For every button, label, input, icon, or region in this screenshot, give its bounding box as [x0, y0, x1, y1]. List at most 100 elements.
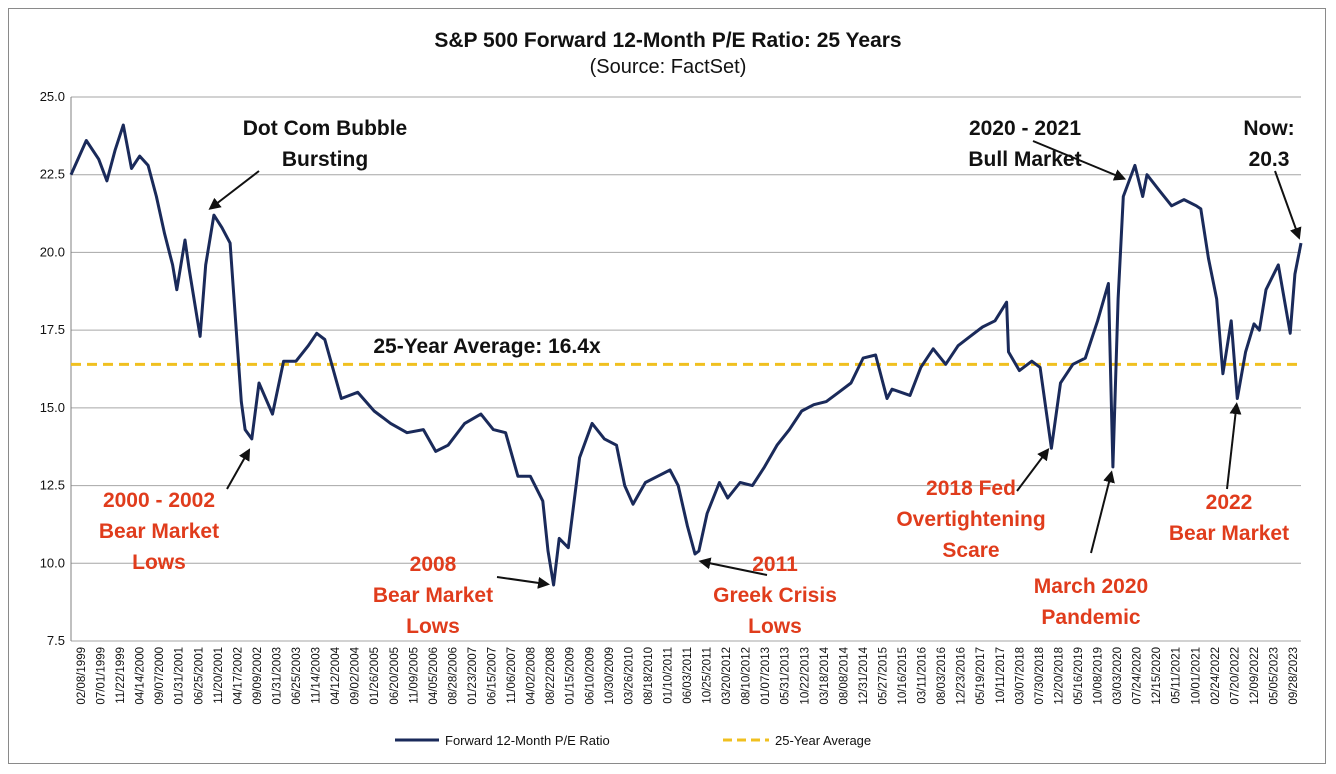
- y-tick-label: 25.0: [40, 89, 65, 104]
- x-tick-label: 03/26/2010: [623, 647, 635, 705]
- x-tick-label: 09/07/2000: [154, 647, 166, 705]
- chart-subtitle: (Source: FactSet): [590, 56, 747, 78]
- x-tick-label: 08/22/2008: [545, 647, 557, 705]
- x-tick-label: 06/25/2001: [193, 647, 205, 705]
- x-tick-label: 01/31/2003: [271, 647, 283, 705]
- x-tick-label: 05/27/2015: [877, 647, 889, 705]
- annotation-text: Now: 20.3: [1243, 117, 1294, 171]
- x-tick-label: 10/25/2011: [702, 647, 714, 704]
- x-tick-label: 12/23/2016: [956, 647, 968, 705]
- x-tick-label: 09/28/2023: [1288, 647, 1300, 705]
- y-tick-label: 17.5: [40, 322, 65, 337]
- x-tick-label: 02/08/1999: [76, 647, 88, 705]
- x-tick-label: 04/14/2000: [135, 647, 147, 705]
- annotation-line: Now:: [1243, 117, 1294, 140]
- x-tick-label: 06/10/2009: [584, 647, 596, 705]
- x-tick-label: 01/07/2013: [760, 647, 772, 705]
- annotation-line: Greek Crisis: [713, 584, 837, 607]
- x-tick-label: 03/20/2012: [721, 647, 733, 705]
- y-tick-label: 7.5: [47, 633, 65, 648]
- annotation-text: 2008 Bear Market Lows: [373, 553, 493, 638]
- y-axis: 25.0 22.5 20.0 17.5 15.0 12.5 10.0 7.5: [40, 89, 72, 648]
- x-tick-label: 03/07/2018: [1014, 647, 1026, 705]
- annotation-arrow: [208, 170, 260, 210]
- x-tick-label: 06/20/2005: [389, 647, 401, 705]
- pe-ratio-line: [69, 123, 1303, 587]
- x-tick-label: 11/06/2007: [506, 647, 518, 704]
- x-tick-label: 03/11/2016: [917, 647, 929, 704]
- annotation-text: 2020 - 2021 Bull Market: [968, 117, 1081, 171]
- x-tick-label: 10/11/2017: [995, 647, 1007, 704]
- x-tick-label: 06/03/2011: [682, 647, 694, 704]
- x-tick-label: 08/18/2010: [643, 647, 655, 705]
- x-tick-label: 05/05/2023: [1268, 647, 1280, 705]
- x-tick-label: 03/18/2014: [819, 646, 831, 704]
- x-tick-label: 12/20/2018: [1053, 647, 1065, 705]
- y-tick-label: 20.0: [40, 244, 65, 259]
- annotation-line: Lows: [748, 615, 802, 638]
- x-tick-label: 08/08/2014: [838, 646, 850, 704]
- annotation-line: Overtightening: [896, 508, 1045, 531]
- x-tick-label: 10/30/2009: [604, 647, 616, 705]
- x-tick-label: 07/24/2020: [1132, 647, 1144, 705]
- y-tick-label: 12.5: [40, 478, 65, 493]
- x-tick-label: 09/02/2004: [350, 646, 362, 704]
- x-tick-label: 01/23/2007: [467, 647, 479, 705]
- annotation-arrow: [698, 557, 768, 576]
- chart-frame: S&P 500 Forward 12-Month P/E Ratio: 25 Y…: [8, 8, 1326, 764]
- x-tick-label: 07/30/2018: [1034, 647, 1046, 705]
- x-tick-label: 06/15/2007: [487, 647, 499, 705]
- annotation-line: 2008: [410, 553, 457, 576]
- legend: Forward 12-Month P/E Ratio 25-Year Avera…: [395, 733, 871, 748]
- annotation-text: March 2020 Pandemic: [1034, 575, 1148, 629]
- x-tick-label: 07/20/2022: [1229, 647, 1241, 705]
- y-tick-label: 22.5: [40, 167, 65, 182]
- annotation-arrow: [1016, 448, 1050, 492]
- x-tick-label: 11/20/2001: [213, 647, 225, 704]
- x-tick-label: 07/01/1999: [96, 647, 108, 705]
- annotation-line: 2020 - 2021: [969, 117, 1081, 140]
- x-tick-label: 12/31/2014: [858, 646, 870, 704]
- x-tick-label: 05/31/2013: [780, 647, 792, 705]
- x-tick-label: 10/08/2019: [1093, 647, 1105, 705]
- x-tick-label: 05/11/2021: [1171, 647, 1183, 704]
- x-tick-label: 11/22/1999: [115, 647, 127, 704]
- annotation-text: 2018 Fed Overtightening Scare: [896, 477, 1045, 562]
- x-tick-label: 11/09/2005: [408, 647, 420, 704]
- annotation-arrow: [1090, 470, 1115, 554]
- annotation-line: 2000 - 2002: [103, 489, 215, 512]
- annotation-line: Bear Market: [1169, 522, 1289, 545]
- x-tick-label: 10/22/2013: [799, 647, 811, 705]
- annotation-line: Dot Com Bubble: [243, 117, 407, 140]
- x-tick-label: 04/02/2008: [526, 647, 538, 705]
- annotation-arrow: [1032, 140, 1127, 181]
- annotation-line: 2011: [752, 553, 798, 576]
- x-tick-label: 01/31/2001: [174, 647, 186, 705]
- annotation-arrow: [226, 448, 251, 490]
- y-tick-label: 15.0: [40, 400, 65, 415]
- y-tick-label: 10.0: [40, 555, 65, 570]
- x-tick-label: 08/03/2016: [936, 647, 948, 705]
- x-tick-label: 06/25/2003: [291, 647, 303, 705]
- x-tick-label: 05/19/2017: [975, 647, 987, 705]
- x-tick-label: 04/17/2002: [232, 647, 244, 705]
- annotation-text: 2022 Bear Market: [1169, 491, 1289, 545]
- annotation-line: Pandemic: [1041, 606, 1141, 629]
- annotation-line: Lows: [132, 551, 186, 574]
- x-tick-label: 10/16/2015: [897, 647, 909, 705]
- annotation-line: March 2020: [1034, 575, 1148, 598]
- annotation-line: Lows: [406, 615, 460, 638]
- annotations: Dot Com Bubble Bursting 2000 - 2002 Bear Ma…: [99, 117, 1302, 638]
- annotation-line: Bursting: [282, 148, 368, 171]
- grid-lines: [71, 96, 1301, 642]
- x-tick-label: 04/12/2004: [330, 646, 342, 704]
- annotation-line: Bear Market: [99, 520, 219, 543]
- x-tick-label: 12/15/2020: [1151, 647, 1163, 705]
- x-tick-label: 08/10/2012: [741, 647, 753, 705]
- x-tick-label: 10/01/2021: [1190, 647, 1202, 705]
- annotation-line: 2022: [1206, 491, 1253, 514]
- annotation-line: Bear Market: [373, 584, 493, 607]
- annotation-line: 2018 Fed: [926, 477, 1016, 500]
- annotation-text: 25-Year Average: 16.4x: [373, 335, 601, 358]
- x-tick-label: 12/09/2022: [1249, 647, 1261, 705]
